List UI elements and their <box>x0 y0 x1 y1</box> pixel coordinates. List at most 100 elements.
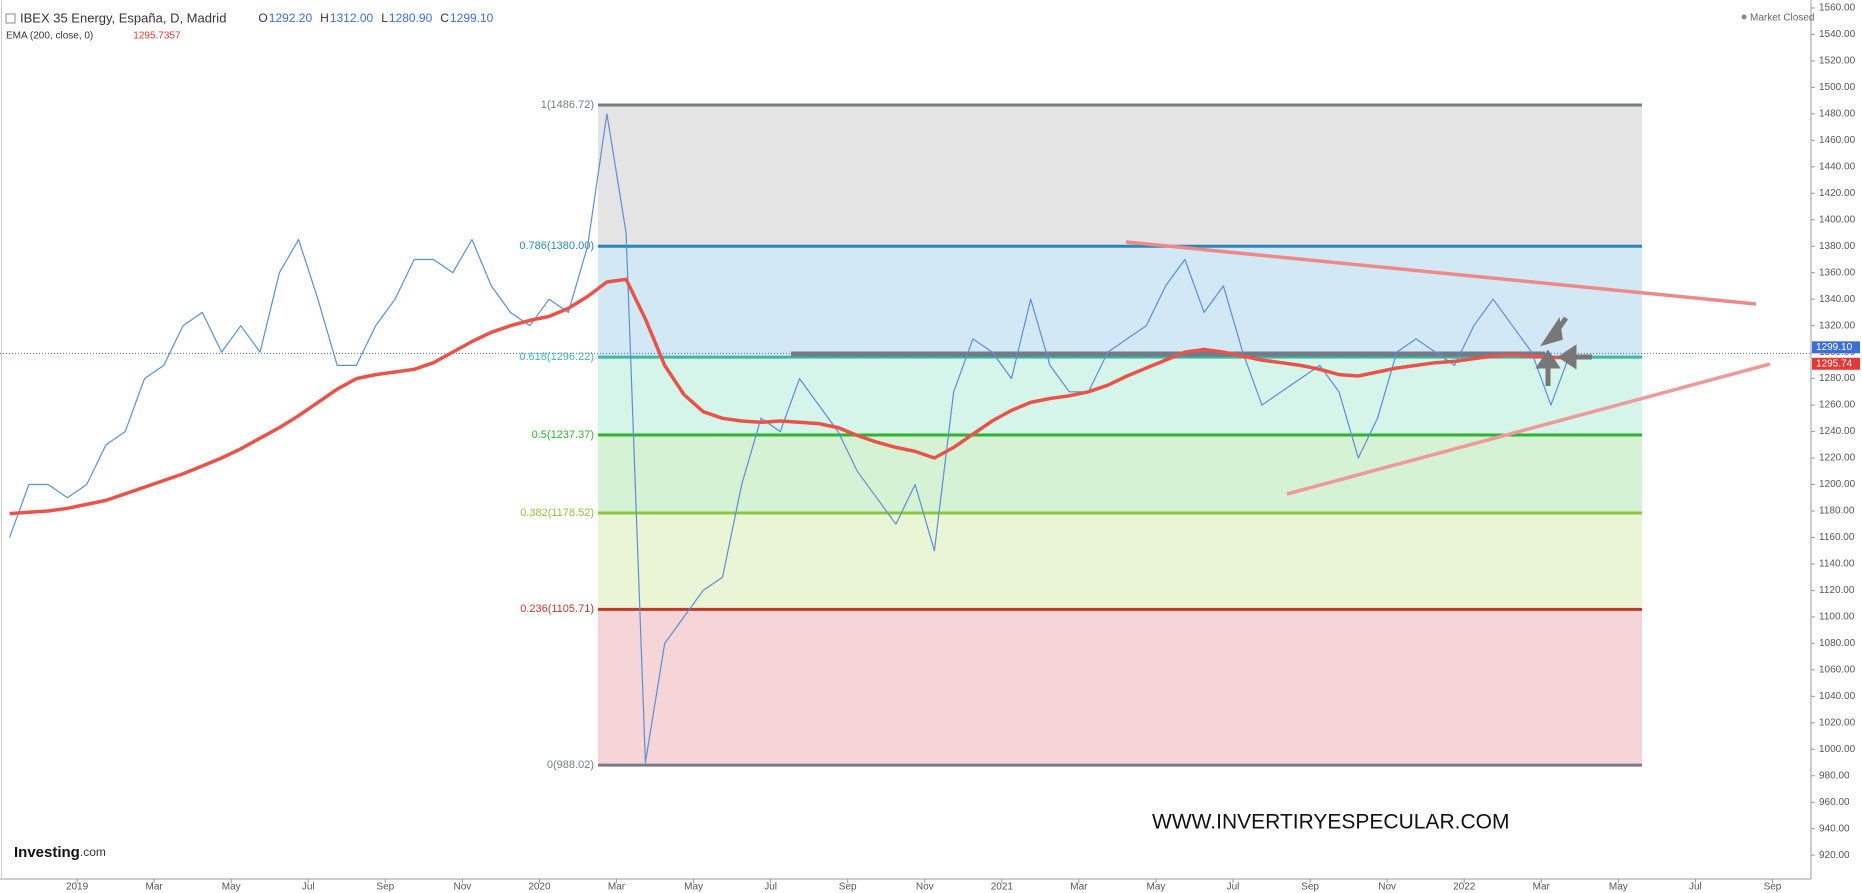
fib-label: 0.5(1237.37) <box>532 429 594 441</box>
y-tick-label: 920.00 <box>1819 850 1850 861</box>
trend-lines <box>791 240 1771 496</box>
x-tick-label: Jul <box>1689 882 1702 893</box>
support-line <box>1286 362 1771 496</box>
x-tick-label: Mar <box>146 882 164 893</box>
ohlc-value: 1299.10 <box>450 11 494 25</box>
y-tick-label: 1500.00 <box>1819 82 1856 93</box>
y-tick-label: 1060.00 <box>1819 664 1856 675</box>
fib-band <box>598 246 1642 358</box>
fib-band <box>598 609 1642 766</box>
x-tick-label: May <box>684 882 703 893</box>
x-tick-label: Jul <box>764 882 777 893</box>
y-tick-label: 1400.00 <box>1819 214 1856 225</box>
y-tick-label: 1200.00 <box>1819 479 1856 490</box>
x-tick-label: Sep <box>1764 882 1782 893</box>
y-tick-label: 1160.00 <box>1819 532 1855 543</box>
fib-levels: 1(1486.72) 0.786(1380.00) 0.618(1296.22) 0.… <box>519 99 1642 771</box>
x-tick-label: 2019 <box>66 882 89 893</box>
series-line <box>9 113 1571 764</box>
y-tick-label: 980.00 <box>1819 770 1850 781</box>
fib-band <box>598 104 1642 247</box>
fib-band <box>598 435 1642 513</box>
ohlc-key: C <box>440 11 449 25</box>
y-tick-label: 1120.00 <box>1819 585 1855 596</box>
price-tag-label: 1299.10 <box>1816 342 1853 353</box>
x-tick-label: Mar <box>1533 882 1551 893</box>
x-tick-label: Nov <box>1378 882 1396 893</box>
y-tick-label: 960.00 <box>1819 797 1850 808</box>
y-tick-label: 1040.00 <box>1819 691 1856 702</box>
y-tick-label: 1180.00 <box>1819 506 1855 517</box>
y-tick-label: 1360.00 <box>1819 267 1856 278</box>
fib-bands <box>598 104 1642 766</box>
ohlc-key: O <box>258 11 267 25</box>
ohlc-value: 1292.20 <box>269 11 313 25</box>
y-tick-label: 1340.00 <box>1819 294 1856 305</box>
x-tick-label: Nov <box>453 882 471 893</box>
fib-label: 0.236(1105.71) <box>520 603 594 615</box>
ohlc-value: 1280.90 <box>389 11 433 25</box>
y-tick-label: 1020.00 <box>1819 717 1856 728</box>
x-tick-label: Mar <box>1070 882 1088 893</box>
x-tick-label: May <box>1147 882 1166 893</box>
y-tick-label: 1140.00 <box>1819 559 1855 570</box>
y-tick-label: 1220.00 <box>1819 453 1856 464</box>
ohlc-key: H <box>320 11 329 25</box>
status-dot <box>1741 14 1747 20</box>
y-tick-label: 1460.00 <box>1819 135 1856 146</box>
x-tick-label: 2021 <box>991 882 1014 893</box>
y-tick-label: 1280.00 <box>1819 373 1856 384</box>
y-tick-label: 940.00 <box>1819 823 1850 834</box>
y-tick-label: 1260.00 <box>1819 400 1856 411</box>
y-tick-label: 1420.00 <box>1819 188 1856 199</box>
logo-suffix: .com <box>80 845 106 859</box>
price-tag <box>1812 357 1860 370</box>
logo-brand: Investing <box>14 844 80 861</box>
price-tag-label: 1295.74 <box>1816 358 1853 369</box>
price-tag <box>1812 341 1860 354</box>
fib-label: 0(988.02) <box>547 759 594 771</box>
y-tick-label: 1520.00 <box>1819 56 1856 67</box>
y-tick-label: 1000.00 <box>1819 744 1856 755</box>
x-tick-label: Sep <box>839 882 857 893</box>
y-tick-label: 1100.00 <box>1819 612 1855 623</box>
x-tick-label: Sep <box>1301 882 1319 893</box>
x-tick-label: Sep <box>376 882 394 893</box>
x-tick-label: Jul <box>1227 882 1240 893</box>
fib-label: 0.786(1380.00) <box>519 240 594 252</box>
x-tick-label: Jul <box>302 882 315 893</box>
market-status: Market Closed <box>1750 13 1814 24</box>
arrow <box>1540 316 1569 347</box>
indicator-label: EMA (200, close, 0) <box>6 31 93 42</box>
header: IBEX 35 Energy, España, D, Madrid EMA (2… <box>5 10 1814 42</box>
y-tick-label: 1480.00 <box>1819 108 1856 119</box>
collapse-icon[interactable] <box>5 13 16 24</box>
arrow <box>1535 349 1561 386</box>
watermark: WWW.INVERTIRYESPECULAR.COM <box>1152 811 1509 834</box>
x-tick-label: Nov <box>916 882 934 893</box>
series-line <box>9 277 1571 516</box>
y-tick-label: 1560.00 <box>1819 3 1856 14</box>
arrow <box>1557 344 1592 370</box>
fib-label: 0.618(1296.22) <box>519 351 594 363</box>
x-tick-label: 2022 <box>1453 882 1476 893</box>
x-tick-label: May <box>222 882 241 893</box>
x-tick-label: Mar <box>608 882 626 893</box>
ohlc-key: L <box>381 11 388 25</box>
y-tick-label: 1080.00 <box>1819 638 1856 649</box>
fib-label: 0.382(1178.52) <box>520 507 594 519</box>
y-tick-label: 1240.00 <box>1819 426 1856 437</box>
y-tick-label: 1380.00 <box>1819 241 1856 252</box>
fib-label: 1(1486.72) <box>541 99 594 111</box>
indicator-value: 1295.7357 <box>133 31 181 42</box>
x-tick-label: 2020 <box>528 882 551 893</box>
arrows <box>1535 316 1592 386</box>
y-tick-label: 1540.00 <box>1819 29 1856 40</box>
y-tick-label: 1320.00 <box>1819 320 1856 331</box>
resistance-line <box>1125 240 1757 306</box>
logo: Investing.com <box>14 844 106 861</box>
x-tick-label: May <box>1609 882 1628 893</box>
